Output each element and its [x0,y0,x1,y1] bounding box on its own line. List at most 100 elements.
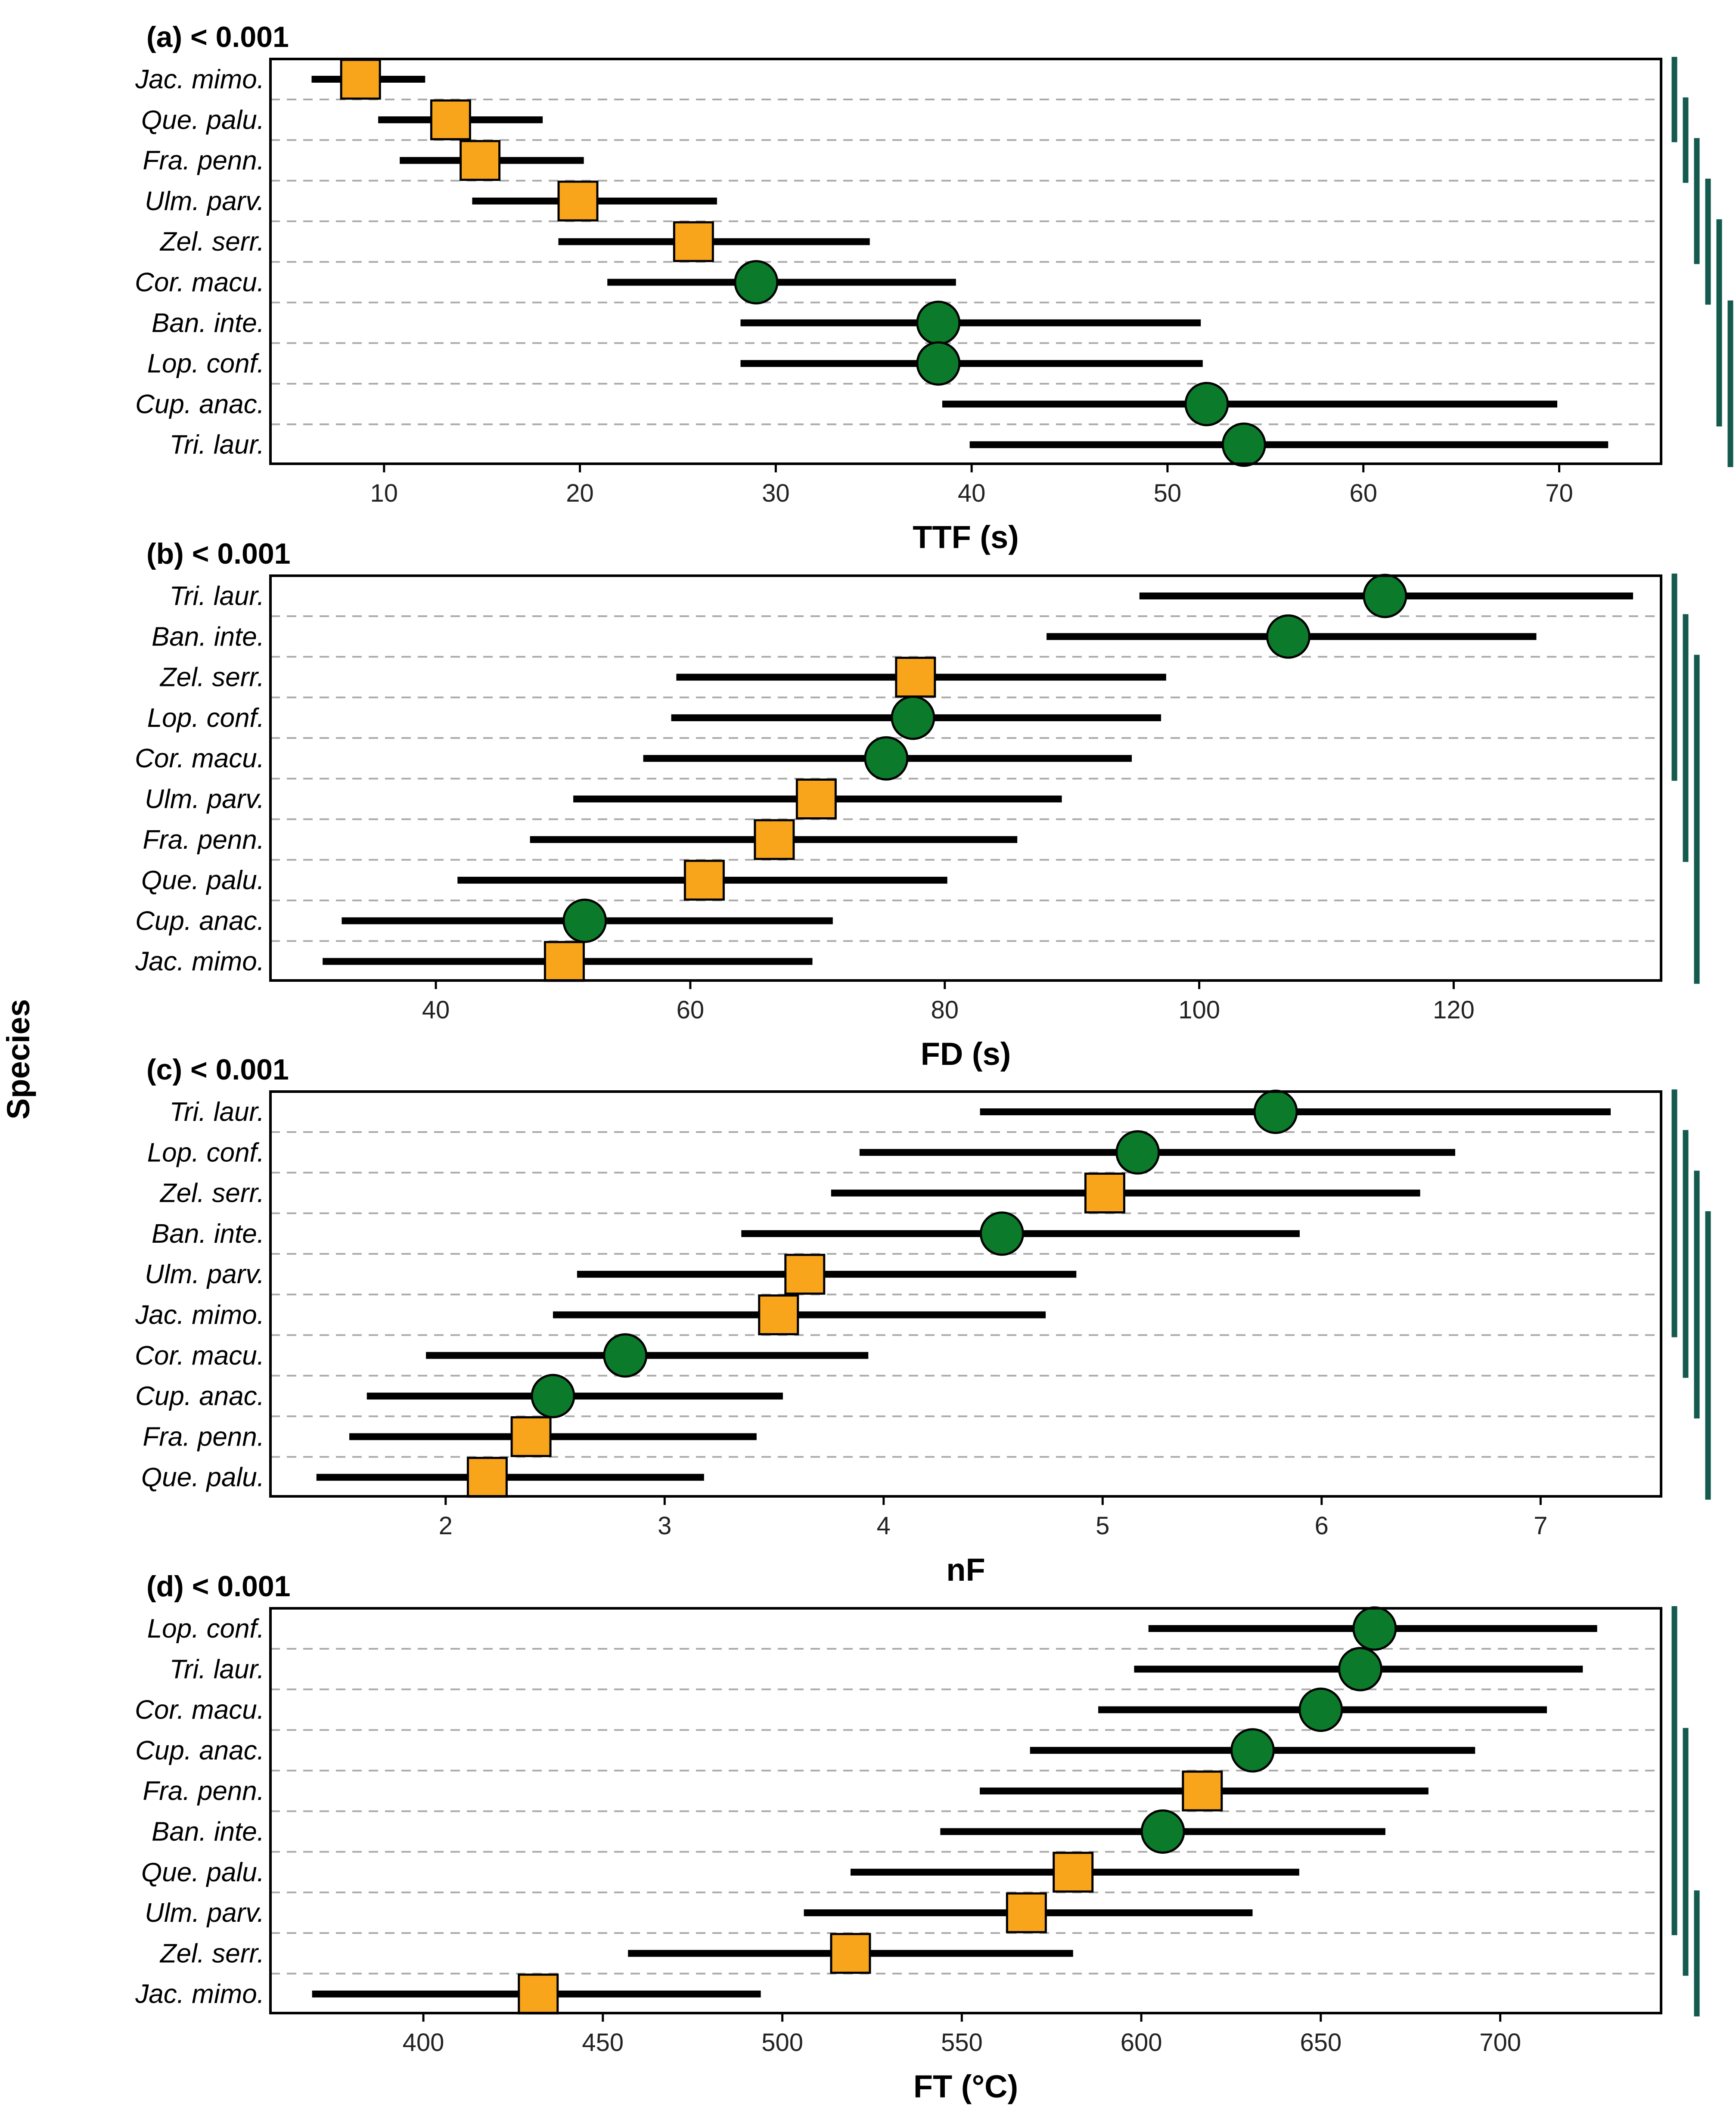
x-tick-label: 450 [582,2029,624,2057]
species-label: Que. palu. [141,1858,264,1887]
panel-frame [269,574,1662,982]
estimate-point-square [1053,1852,1094,1893]
species-label: Tri. laur. [170,430,264,460]
species-label: Cor. macu. [135,1341,264,1371]
panel-a: (a) < 0.001 Jac. mimo. Que. palu. Fra. penn… [135,21,1733,555]
x-tick-label: 80 [931,996,959,1024]
estimate-point-circle [1221,422,1266,467]
estimate-point-square [1084,1173,1125,1214]
x-tick-label: 60 [677,996,705,1024]
x-tick-label: 10 [370,479,398,507]
x-axis-title: FT (°C) [913,2069,1018,2104]
species-label: Cup. anac. [135,389,264,419]
x-tick-label: 5 [1096,1512,1109,1540]
estimate-point-square [754,819,795,860]
estimate-point-circle [531,1374,575,1418]
species-label: Lop. conf. [147,349,264,379]
species-label: Ban. inte. [152,308,264,338]
x-tick-label: 70 [1545,479,1573,507]
x-axis-title: FD (s) [921,1036,1011,1072]
estimate-point-square [518,1973,559,2015]
species-label: Cor. macu. [135,1695,264,1725]
x-tick-label: 3 [658,1512,671,1540]
x-tick-label: 500 [761,2029,803,2057]
species-label: Cor. macu. [135,268,264,298]
estimate-point-circle [916,301,961,345]
species-label: Zel. serr. [159,1179,264,1208]
species-label: Cup. anac. [135,1736,264,1765]
species-label: Ulm. parv. [145,785,264,814]
species-label: Jac. mimo. [135,65,264,94]
panel-title: (a) < 0.001 [146,21,289,53]
species-label: Tri. laur. [170,1654,264,1684]
species-label: Que. palu. [141,866,264,895]
species-label: Zel. serr. [159,1939,264,1968]
estimate-point-circle [1140,1809,1185,1854]
estimate-point-square [784,1253,826,1295]
estimate-point-circle [1230,1728,1275,1773]
estimate-point-square [1006,1892,1047,1933]
species-label: Ulm. parv. [145,1260,264,1289]
x-tick-label: 2 [439,1512,453,1540]
x-tick-label: 6 [1315,1512,1329,1540]
estimate-point-circle [1253,1089,1298,1134]
estimate-point-circle [1266,614,1311,659]
x-tick-label: 700 [1479,2029,1521,2057]
species-label: Ulm. parv. [145,1898,264,1928]
estimate-point-circle [891,695,935,740]
x-tick-label: 550 [941,2029,983,2057]
estimate-point-circle [1298,1688,1343,1732]
estimate-point-circle [734,260,779,304]
panel-frame [269,1607,1662,2014]
x-axis-title: TTF (s) [913,519,1019,555]
panel-b: (b) < 0.001 Tri. laur. Ban. inte. Zel. serr… [135,537,1700,1072]
panel-frame [269,58,1662,465]
species-label: Lop. conf. [147,1138,264,1167]
x-tick-label: 100 [1178,996,1220,1024]
y-axis-title: Species [0,999,36,1120]
species-label: Cor. macu. [135,744,264,773]
estimate-point-square [1182,1770,1223,1812]
estimate-point-circle [603,1333,648,1378]
species-label: Fra. penn. [143,825,264,855]
species-label: Jac. mimo. [135,947,264,977]
estimate-point-square [557,180,599,222]
species-label: Ban. inte. [152,1817,264,1847]
x-tick-label: 30 [762,479,790,507]
estimate-point-square [543,941,585,982]
estimate-point-square [466,1457,508,1498]
species-label: Fra. penn. [143,1776,264,1806]
estimate-point-circle [979,1211,1024,1256]
panel-title: (b) < 0.001 [146,537,291,570]
species-label: Que. palu. [141,1463,264,1492]
species-label: Cup. anac. [135,906,264,936]
x-tick-label: 7 [1534,1512,1547,1540]
estimate-point-square [758,1294,799,1335]
x-tick-label: 60 [1349,479,1377,507]
estimate-point-square [430,99,471,140]
panel-frame [269,1090,1662,1498]
x-tick-label: 600 [1121,2029,1162,2057]
species-label: Ban. inte. [152,1219,264,1249]
panel-title: (d) < 0.001 [146,1570,291,1603]
estimate-point-square [683,859,725,901]
estimate-point-square [673,221,714,262]
panel-title: (c) < 0.001 [146,1053,289,1086]
species-label: Lop. conf. [147,1614,264,1644]
x-tick-label: 650 [1300,2029,1342,2057]
species-label: Que. palu. [141,105,264,135]
estimate-point-square [830,1933,871,1974]
species-label: Zel. serr. [159,663,264,692]
species-label: Jac. mimo. [135,1300,264,1330]
estimate-point-square [340,59,381,100]
estimate-point-circle [916,341,961,386]
x-tick-label: 120 [1433,996,1475,1024]
x-tick-label: 4 [877,1512,891,1540]
estimate-point-circle [1352,1606,1397,1651]
estimate-point-circle [1115,1130,1160,1175]
species-label: Tri. laur. [170,581,264,611]
species-label: Lop. conf. [147,703,264,733]
x-tick-label: 50 [1154,479,1182,507]
species-label: Zel. serr. [159,227,264,257]
